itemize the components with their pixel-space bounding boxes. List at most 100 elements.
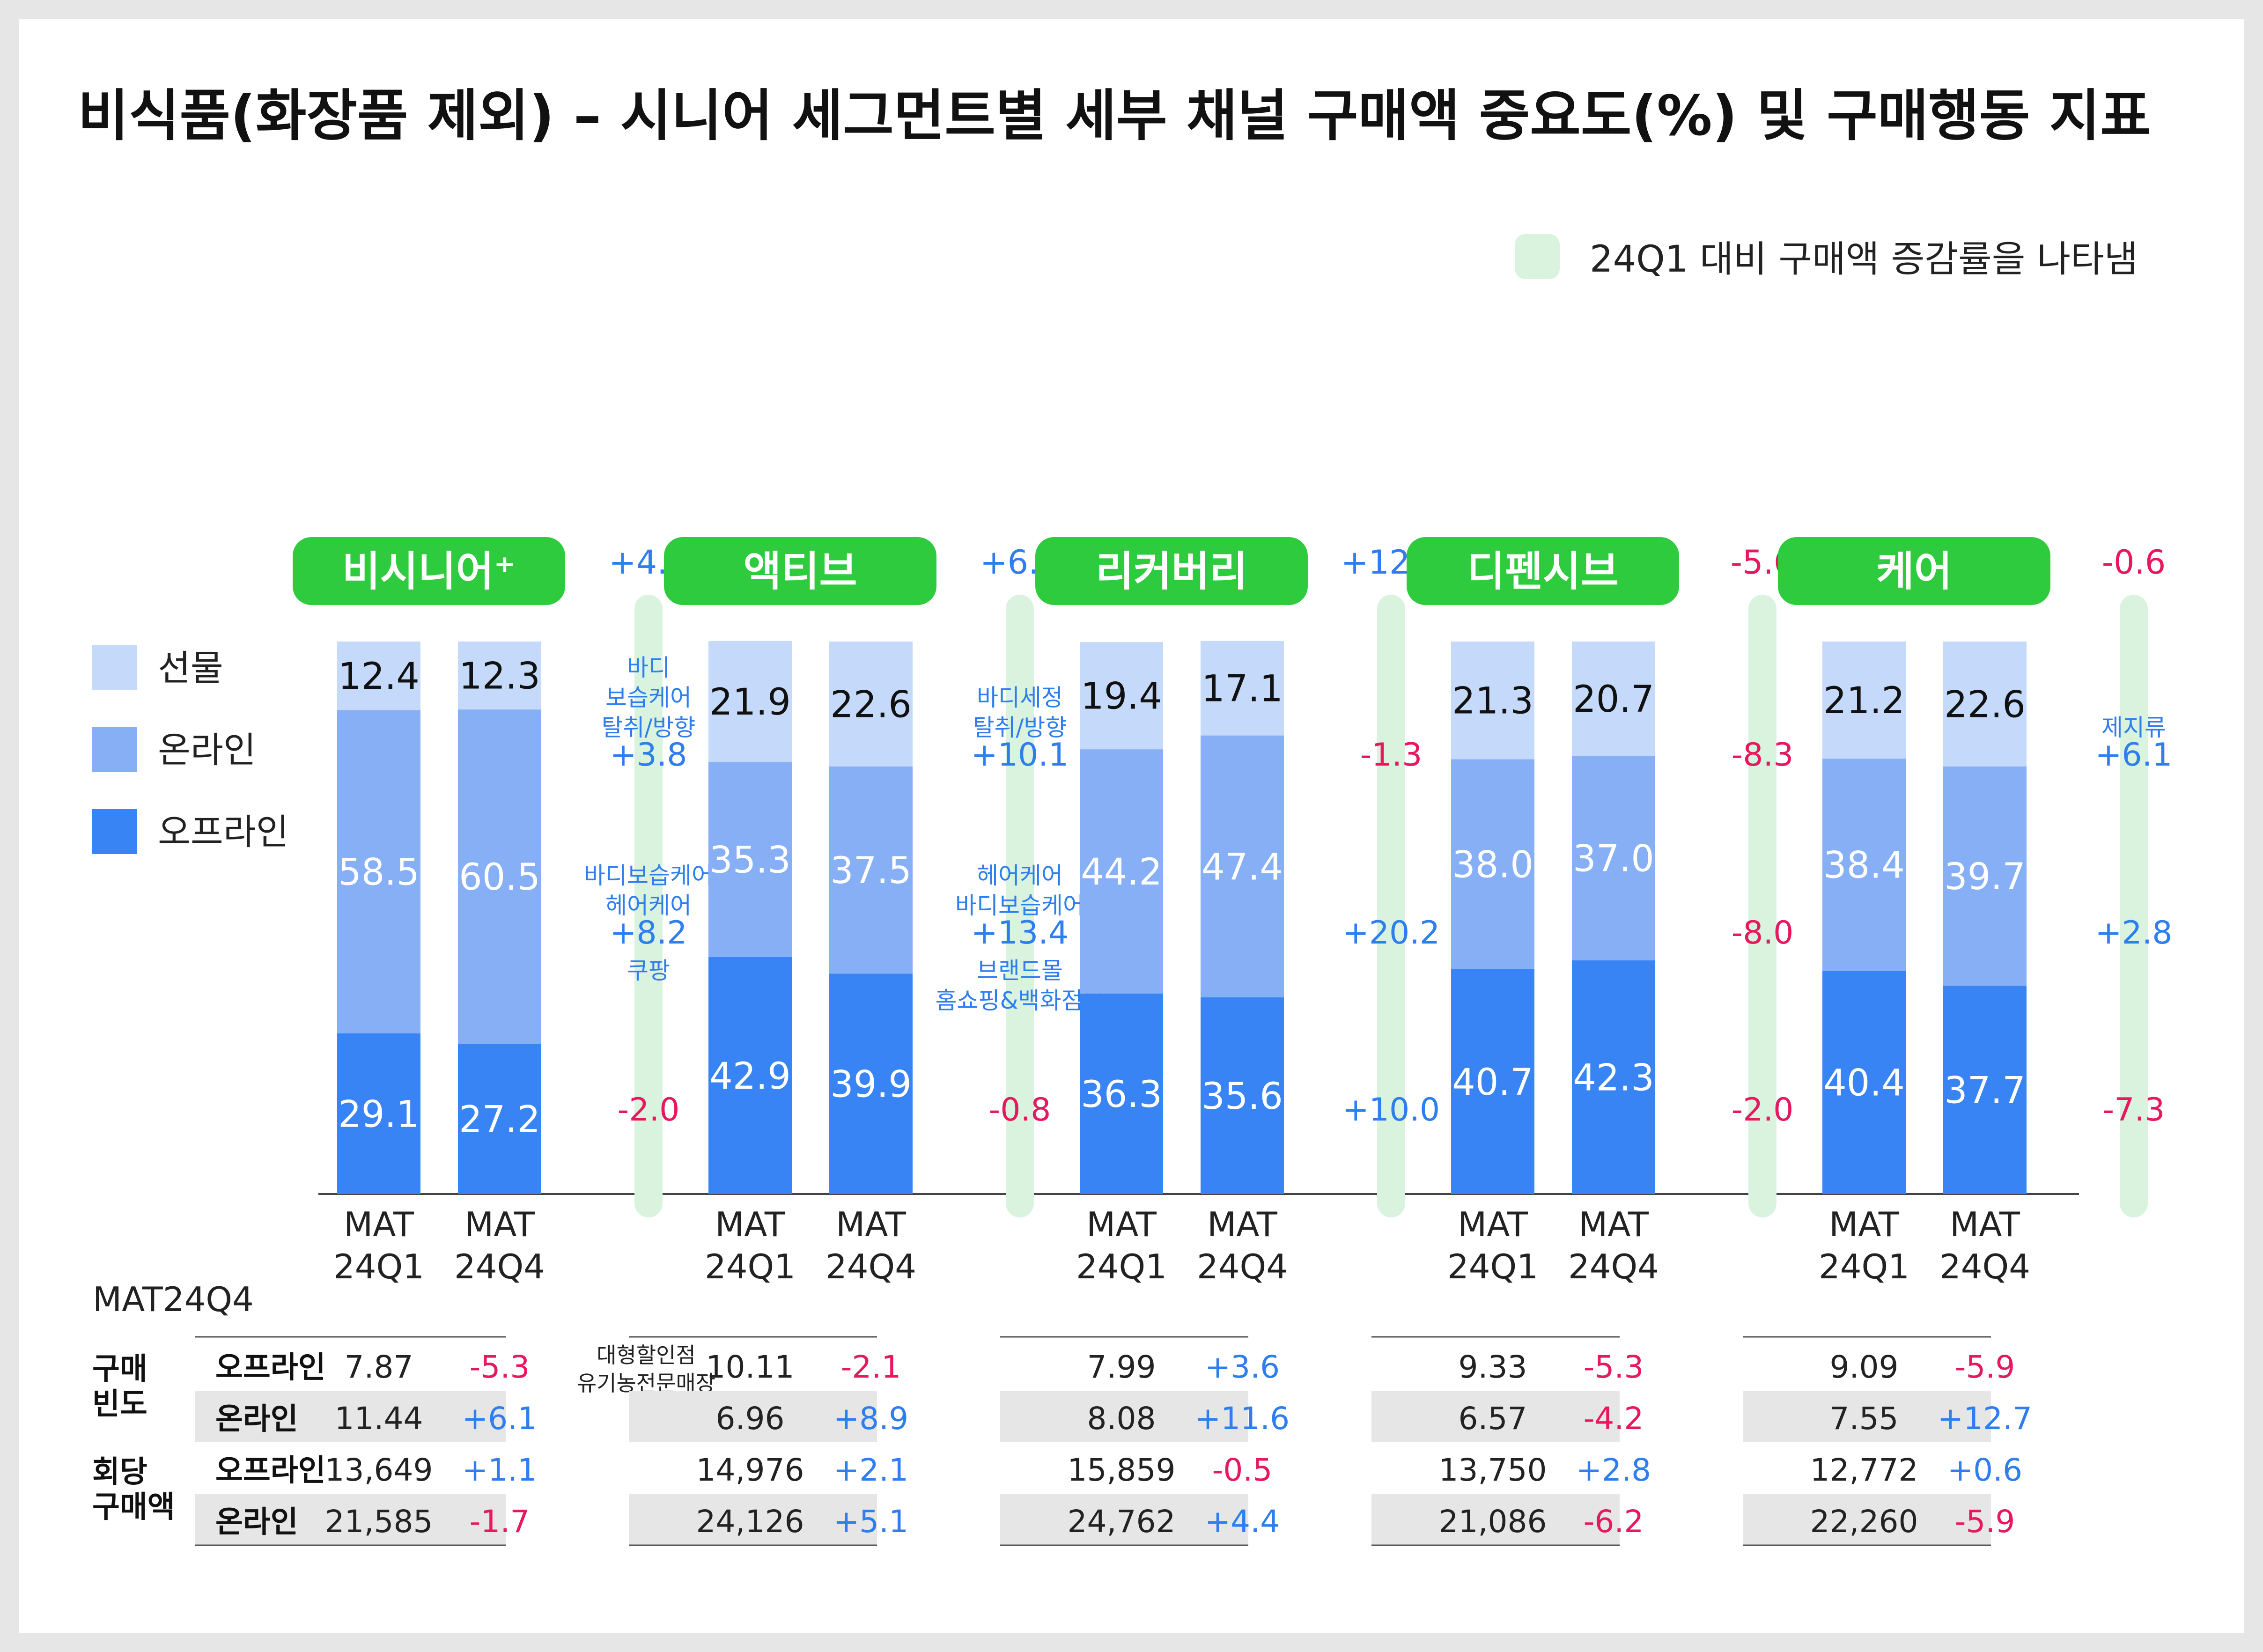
table-row-shade [629, 1391, 877, 1442]
table-change: -1.7 [470, 1504, 530, 1540]
segment-pill [293, 537, 565, 605]
table-group-label: 구매액 [92, 1490, 175, 1525]
table-change: +5.1 [833, 1504, 908, 1540]
bar-online [458, 709, 541, 1044]
x-tick-label: 24Q4 [1197, 1247, 1288, 1286]
data-label-offline: 35.6 [1202, 1076, 1283, 1118]
bar-gift [337, 642, 420, 710]
table-value: 21,585 [325, 1504, 433, 1540]
table-change: -5.9 [1955, 1349, 2015, 1385]
change-offline-value: +10.0 [1342, 1092, 1440, 1128]
data-label-offline: 36.3 [1081, 1074, 1162, 1116]
data-label-online: 35.3 [709, 840, 791, 882]
data-label-gift: 21.9 [709, 681, 791, 723]
bar-offline [1572, 960, 1655, 1194]
x-tick-label: 24Q4 [454, 1247, 545, 1286]
bar-offline [337, 1033, 420, 1194]
data-label-gift: 12.3 [459, 656, 540, 698]
change-online-value: -8.0 [1732, 914, 1794, 951]
bar-gift [708, 641, 792, 762]
segment-pill [1407, 537, 1679, 605]
change-channel-label: 브랜드몰 [977, 957, 1063, 984]
x-tick-label: 24Q1 [333, 1247, 424, 1286]
bar-online [1080, 749, 1163, 994]
x-tick-label: 24Q1 [1819, 1247, 1909, 1286]
table-change: +4.4 [1205, 1504, 1280, 1540]
change-channel-label: 바디세정 [977, 684, 1063, 711]
table-row-shade [1371, 1391, 1620, 1442]
note-text: 24Q1 대비 구매액 증감률을 나타냄 [1590, 238, 2138, 280]
table-row-label: 오프라인 [215, 1350, 326, 1385]
table-change: +0.6 [1947, 1452, 2022, 1488]
bar-online [1943, 766, 2027, 986]
change-offline-value: -2.0 [1732, 1092, 1794, 1128]
change-total: -0.6 [2102, 543, 2166, 582]
bar-gift [829, 642, 913, 767]
table-change: -6.2 [1584, 1504, 1644, 1540]
table-row-shade [1743, 1494, 1991, 1545]
bar-online [337, 710, 420, 1033]
legend-swatch-offline [92, 809, 137, 854]
bar-gift [1451, 642, 1534, 760]
x-tick-label: MAT [1458, 1205, 1528, 1244]
legend-label-offline: 오프라인 [158, 811, 289, 853]
table-group-label: 회당 [92, 1455, 147, 1490]
table-value: 9.33 [1459, 1349, 1527, 1385]
x-tick-label: MAT [1578, 1205, 1649, 1244]
x-tick-label: 24Q1 [1076, 1247, 1167, 1286]
change-gift-value: -1.3 [1360, 737, 1423, 774]
change-bar [2120, 595, 2148, 1217]
data-label-online: 60.5 [459, 856, 540, 899]
bar-offline [458, 1044, 541, 1194]
change-gift-value: +10.1 [971, 737, 1069, 774]
change-channel-label: 제지류 [2101, 714, 2166, 741]
data-label-gift: 20.7 [1573, 678, 1654, 721]
table-value: 7.87 [345, 1349, 413, 1385]
table-change: +11.6 [1195, 1401, 1290, 1437]
bar-offline [1201, 997, 1284, 1194]
table-change: +12.7 [1938, 1401, 2032, 1437]
segment-name: 디펜시브 [1467, 547, 1619, 596]
change-online-value: +8.2 [610, 914, 687, 951]
table-value: 24,126 [696, 1504, 804, 1540]
data-label-online: 58.5 [338, 851, 420, 893]
data-label-online: 38.0 [1452, 844, 1533, 886]
change-gift-value: +6.1 [2095, 737, 2172, 774]
table-row-shade [1371, 1494, 1620, 1545]
change-online-value: +2.8 [2095, 914, 2172, 951]
x-tick-label: 24Q4 [1568, 1247, 1659, 1286]
segment-pill [1035, 537, 1308, 605]
change-channel-label: 탈취/방향 [602, 714, 696, 741]
table-change: -5.9 [1955, 1504, 2015, 1540]
legend-label-gift: 선물 [158, 647, 223, 689]
table-value: 24,762 [1068, 1504, 1176, 1540]
change-channel-label: 보습케어 [605, 684, 692, 711]
table-change: -4.2 [1584, 1401, 1644, 1437]
data-label-online: 39.7 [1944, 856, 2026, 898]
data-label-gift: 19.4 [1081, 676, 1162, 718]
table-value: 13,649 [325, 1452, 433, 1488]
table-value: 7.99 [1087, 1349, 1156, 1385]
legend-swatch-online [92, 727, 137, 772]
data-label-online: 37.0 [1573, 838, 1654, 880]
table-value: 15,859 [1068, 1452, 1176, 1488]
change-channel-label: 바디 [627, 654, 670, 681]
x-tick-label: MAT [715, 1205, 786, 1244]
data-label-gift: 21.3 [1452, 680, 1533, 723]
change-channel-label: 탈취/방향 [973, 714, 1067, 741]
note-swatch [1515, 234, 1560, 279]
change-offline-value: -7.3 [2103, 1092, 2165, 1128]
data-label-online: 44.2 [1081, 851, 1162, 893]
segment-pill [664, 537, 936, 605]
change-bar [634, 595, 663, 1217]
table-change: -5.3 [1584, 1349, 1644, 1385]
table-change: +6.1 [462, 1401, 537, 1437]
change-bar [1377, 595, 1405, 1217]
bar-online [1822, 759, 1906, 971]
change-channel-label: 헤어케어 [977, 862, 1063, 889]
x-tick-label: MAT [1950, 1205, 2020, 1244]
table-change: +3.6 [1205, 1349, 1280, 1385]
table-value: 9.09 [1830, 1349, 1899, 1385]
table-row-shade [629, 1494, 877, 1545]
bar-gift [1080, 642, 1163, 750]
